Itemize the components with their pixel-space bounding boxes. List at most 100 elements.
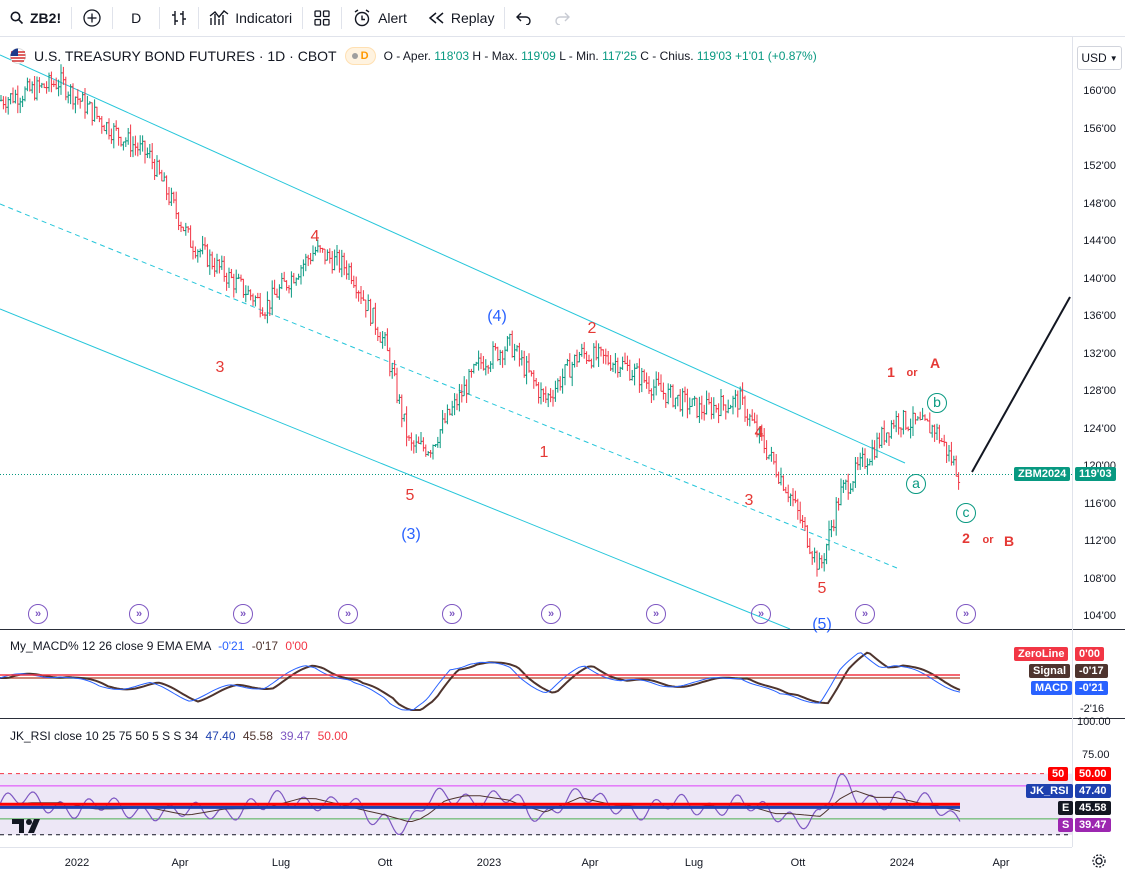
currency-select[interactable]: USD ▼ xyxy=(1077,46,1122,70)
data-status-badge[interactable]: D xyxy=(344,47,376,65)
close-value: 119'03 xyxy=(696,49,732,63)
price-bar xyxy=(628,359,632,381)
rsi-e-tag: E xyxy=(1058,801,1074,815)
pane-divider[interactable] xyxy=(0,718,1125,719)
event-arrow-icon[interactable]: » xyxy=(442,604,462,624)
alert-button[interactable]: Alert xyxy=(342,0,417,37)
macd-chart[interactable] xyxy=(0,630,1072,718)
time-axis[interactable]: 2022 Apr Lug Ott 2023 Apr Lug Ott 2024 Apr xyxy=(0,847,1072,880)
price-bar xyxy=(191,240,195,260)
tradingview-logo-icon[interactable] xyxy=(12,817,46,835)
price-bar xyxy=(709,397,713,420)
wave-label[interactable]: 2 xyxy=(587,320,597,337)
wave-label[interactable]: B xyxy=(1003,533,1015,549)
event-arrow-icon[interactable]: » xyxy=(855,604,875,624)
price-bar xyxy=(702,404,706,421)
price-bar xyxy=(102,124,106,132)
symbol-search-button[interactable]: ZB2! xyxy=(0,0,71,37)
wave-label[interactable]: (3) xyxy=(401,526,421,543)
price-bar xyxy=(270,280,274,316)
price-bar xyxy=(745,408,749,426)
redo-button[interactable] xyxy=(543,0,581,37)
compare-button[interactable] xyxy=(72,0,112,37)
pane-divider[interactable] xyxy=(0,629,1125,630)
replay-button[interactable]: Replay xyxy=(417,0,505,37)
rsi-chart[interactable] xyxy=(0,719,1072,847)
wave-circle-label[interactable]: b xyxy=(927,393,947,413)
price-bar xyxy=(870,439,874,466)
event-arrow-icon[interactable]: » xyxy=(233,604,253,624)
price-bar xyxy=(203,237,207,250)
price-bar xyxy=(378,331,382,343)
price-bar xyxy=(561,368,565,394)
chart-type-button[interactable] xyxy=(160,0,198,37)
price-bar xyxy=(35,76,39,101)
open-label: O - Aper. xyxy=(383,49,431,63)
price-bar xyxy=(13,89,17,104)
wave-label[interactable]: A xyxy=(929,355,941,371)
price-bar xyxy=(865,458,869,475)
macd-pane[interactable]: My_MACD% 12 26 close 9 EMA EMA -0'21 -0'… xyxy=(0,630,1072,718)
wave-label[interactable]: 1 xyxy=(887,364,895,380)
event-arrow-icon[interactable]: » xyxy=(751,604,771,624)
divider xyxy=(302,7,304,29)
indicators-button[interactable]: Indicatori xyxy=(199,0,302,37)
wave-label[interactable]: (5) xyxy=(812,616,832,633)
price-bar xyxy=(697,396,701,424)
price-bar xyxy=(822,553,826,572)
high-value: 119'09 xyxy=(521,49,556,63)
price-bar xyxy=(613,353,617,374)
layouts-button[interactable] xyxy=(303,0,341,37)
settings-gear-icon[interactable] xyxy=(1091,853,1107,869)
event-arrow-icon[interactable]: » xyxy=(646,604,666,624)
wave-label[interactable]: 1 xyxy=(539,444,549,461)
price-bar xyxy=(863,448,867,469)
wave-label[interactable]: 3 xyxy=(215,359,225,376)
price-chart[interactable] xyxy=(0,37,1072,629)
price-bar xyxy=(73,96,77,114)
wave-label[interactable]: or xyxy=(906,367,918,379)
price-bar xyxy=(577,351,581,363)
price-axis[interactable]: 160'00 156'00 152'00 148'00 144'00 140'00 136'… xyxy=(1072,37,1125,847)
interval-button[interactable]: D xyxy=(113,0,159,37)
jk-rsi-tag: JK_RSI xyxy=(1026,784,1073,798)
price-bar xyxy=(889,420,893,439)
price-bar xyxy=(796,498,800,520)
wave-label[interactable]: 2 xyxy=(962,530,970,546)
event-arrow-icon[interactable]: » xyxy=(28,604,48,624)
event-arrow-icon[interactable]: » xyxy=(129,604,149,624)
wave-circle-label[interactable]: a xyxy=(906,474,926,494)
event-arrow-icon[interactable]: » xyxy=(956,604,976,624)
wave-label[interactable]: (4) xyxy=(487,308,507,325)
event-arrow-icon[interactable]: » xyxy=(338,604,358,624)
rsi-pane[interactable]: JK_RSI close 10 25 75 50 5 S S 34 47.40 … xyxy=(0,719,1072,847)
price-bar xyxy=(568,353,572,378)
price-bar xyxy=(325,249,329,261)
price-bar xyxy=(385,328,389,352)
data-status-label: D xyxy=(360,50,369,62)
price-bar xyxy=(321,247,325,253)
price-bar xyxy=(853,457,857,488)
price-bar xyxy=(419,432,423,445)
price-bar xyxy=(177,212,181,231)
wave-label[interactable]: 4 xyxy=(310,228,320,245)
event-arrow-icon[interactable]: » xyxy=(541,604,561,624)
macd-legend-macd: -0'21 xyxy=(218,639,245,653)
wave-label[interactable]: or xyxy=(982,534,994,546)
wave-label[interactable]: 5 xyxy=(817,580,827,597)
price-bar xyxy=(647,376,651,394)
price-bar xyxy=(832,519,836,532)
price-bar xyxy=(258,292,262,318)
price-bar xyxy=(133,135,137,156)
rsi-50-tag: 50 xyxy=(1048,767,1069,781)
undo-button[interactable] xyxy=(505,0,543,37)
wave-label[interactable]: 4 xyxy=(754,424,764,441)
price-bar xyxy=(25,77,29,92)
price-bar xyxy=(880,426,884,448)
price-pane[interactable] xyxy=(0,37,1072,629)
wave-label[interactable]: 5 xyxy=(405,487,415,504)
wave-label[interactable]: 3 xyxy=(744,492,754,509)
currency-label: USD xyxy=(1081,51,1107,65)
top-toolbar: ZB2! D Indicatori Alert Replay xyxy=(0,0,1125,37)
wave-circle-label[interactable]: c xyxy=(956,503,976,523)
